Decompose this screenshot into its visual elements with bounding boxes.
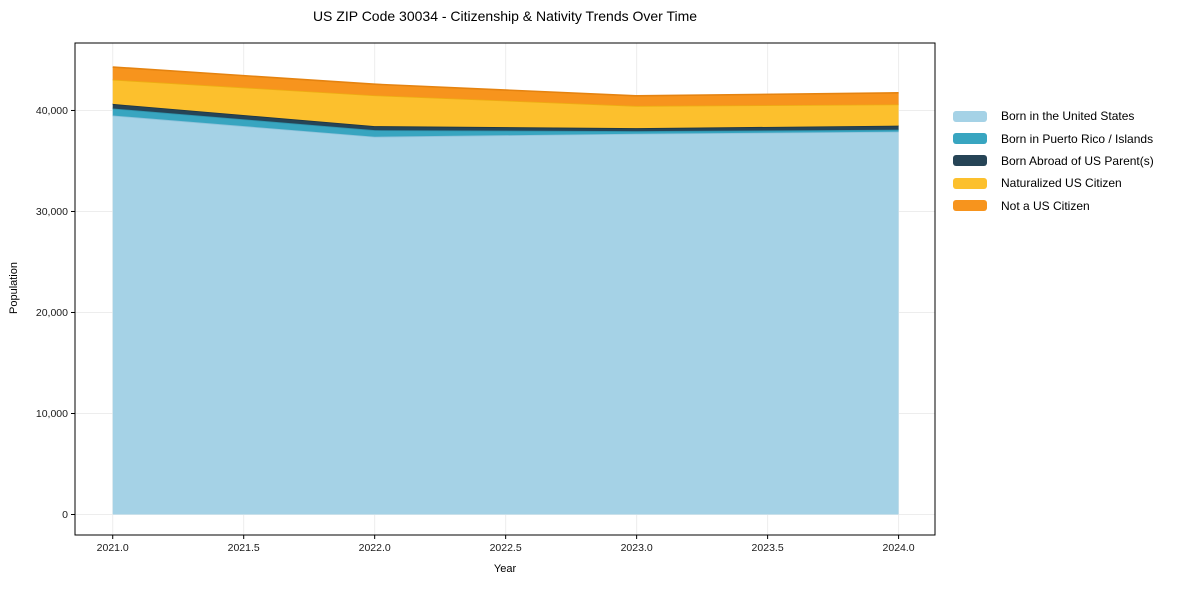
legend-item: Born Abroad of US Parent(s)	[953, 150, 1154, 172]
legend: Born in the United States Born in Puerto …	[953, 105, 1154, 217]
x-axis-label: Year	[493, 563, 517, 575]
x-tick-label: 2021.5	[228, 542, 260, 554]
chart-title: US ZIP Code 30034 - Citizenship & Nativi…	[312, 8, 698, 24]
x-tick-label: 2022.0	[359, 542, 391, 554]
legend-label: Not a US Citizen	[1001, 198, 1090, 213]
y-tick-label: 40,000	[36, 105, 68, 117]
legend-item: Not a US Citizen	[953, 195, 1154, 217]
legend-label: Born in Puerto Rico / Islands	[1001, 131, 1154, 146]
area-series-2	[112, 103, 899, 132]
y-axis-label: Population	[8, 262, 20, 314]
legend-swatch-icon	[953, 110, 987, 122]
legend-label: Born Abroad of US Parent(s)	[1001, 153, 1154, 168]
y-tick-label: 0	[62, 509, 68, 521]
legend-item: Born in the United States	[953, 105, 1154, 127]
x-tick-label: 2021.0	[97, 542, 129, 554]
area-edge-4	[112, 66, 899, 97]
legend-swatch-icon	[953, 155, 987, 167]
legend-label: Born in the United States	[1001, 109, 1135, 124]
y-tick-label: 20,000	[36, 307, 68, 319]
legend-label: Naturalized US Citizen	[1001, 176, 1122, 191]
legend-swatch-icon	[953, 177, 987, 189]
x-tick-label: 2022.5	[490, 542, 522, 554]
legend-swatch-icon	[953, 200, 987, 212]
legend-item: Naturalized US Citizen	[953, 172, 1154, 194]
legend-swatch-icon	[953, 133, 987, 145]
x-tick-label: 2023.5	[752, 542, 784, 554]
area-series-1	[112, 108, 899, 137]
area-series-0	[112, 115, 899, 515]
x-tick-label: 2024.0	[883, 542, 915, 554]
area-series-4	[112, 67, 899, 106]
x-tick-label: 2023.0	[621, 542, 653, 554]
plot-border	[74, 42, 936, 536]
y-tick-label: 30,000	[36, 206, 68, 218]
y-tick-label: 10,000	[36, 408, 68, 420]
legend-item: Born in Puerto Rico / Islands	[953, 127, 1154, 149]
